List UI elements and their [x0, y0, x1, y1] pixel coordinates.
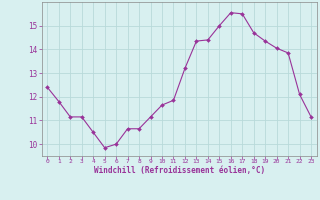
X-axis label: Windchill (Refroidissement éolien,°C): Windchill (Refroidissement éolien,°C): [94, 166, 265, 175]
